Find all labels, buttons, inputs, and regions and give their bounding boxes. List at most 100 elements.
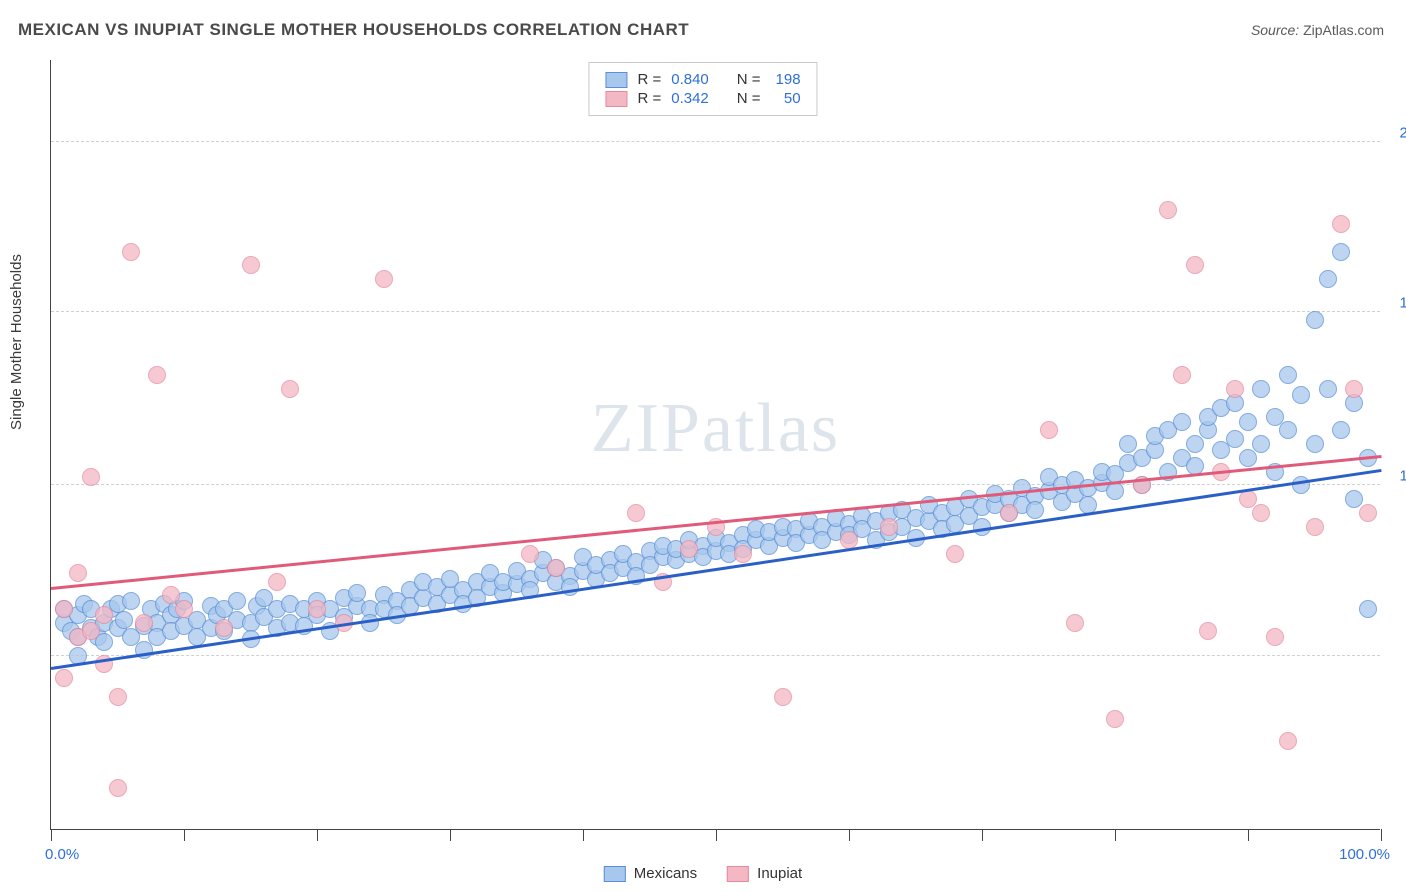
data-point — [1319, 270, 1337, 288]
y-tick-label: 18.8% — [1382, 295, 1406, 312]
data-point — [1066, 614, 1084, 632]
legend-n-value: 50 — [771, 90, 801, 107]
data-point — [1199, 622, 1217, 640]
data-point — [1359, 504, 1377, 522]
data-point — [1239, 449, 1257, 467]
data-point — [1292, 386, 1310, 404]
data-point — [521, 545, 539, 563]
legend-n-value: 198 — [771, 71, 801, 88]
data-point — [1186, 256, 1204, 274]
data-point — [1306, 435, 1324, 453]
x-tick — [716, 829, 717, 841]
gridline — [51, 311, 1380, 312]
data-point — [1306, 518, 1324, 536]
legend-n-label: N = — [737, 90, 761, 107]
x-tick — [1115, 829, 1116, 841]
x-tick — [849, 829, 850, 841]
x-tick — [583, 829, 584, 841]
data-point — [1040, 421, 1058, 439]
y-tick-label: 12.5% — [1382, 468, 1406, 485]
data-point — [1332, 421, 1350, 439]
data-point — [1252, 380, 1270, 398]
data-point — [95, 606, 113, 624]
data-point — [82, 622, 100, 640]
legend-swatch — [605, 72, 627, 88]
legend-r-label: R = — [637, 71, 661, 88]
data-point — [1226, 380, 1244, 398]
watermark-text: ZIPatlas — [591, 389, 840, 469]
legend-r-value: 0.840 — [671, 71, 709, 88]
data-point — [109, 688, 127, 706]
series-legend: Mexicans Inupiat — [604, 865, 802, 882]
data-point — [1319, 380, 1337, 398]
data-point — [1252, 504, 1270, 522]
data-point — [880, 518, 898, 536]
data-point — [122, 243, 140, 261]
data-point — [734, 545, 752, 563]
data-point — [1306, 311, 1324, 329]
gridline — [51, 655, 1380, 656]
x-tick — [982, 829, 983, 841]
data-point — [1173, 413, 1191, 431]
data-point — [680, 540, 698, 558]
data-point — [561, 578, 579, 596]
data-point — [1000, 504, 1018, 522]
data-point — [268, 573, 286, 591]
data-point — [115, 611, 133, 629]
data-point — [1239, 413, 1257, 431]
x-axis-end-label: 100.0% — [1339, 846, 1390, 863]
data-point — [1279, 732, 1297, 750]
data-point — [109, 779, 127, 797]
correlation-legend: R =0.840N =198R =0.342N =50 — [588, 62, 817, 116]
x-tick — [317, 829, 318, 841]
legend-series-name: Mexicans — [634, 865, 697, 882]
data-point — [1279, 366, 1297, 384]
data-point — [122, 592, 140, 610]
data-point — [946, 545, 964, 563]
y-tick-label: 25.0% — [1382, 124, 1406, 141]
data-point — [375, 270, 393, 288]
data-point — [135, 614, 153, 632]
chart-title: MEXICAN VS INUPIAT SINGLE MOTHER HOUSEHO… — [18, 20, 689, 40]
data-point — [215, 619, 233, 637]
y-axis-label: Single Mother Households — [8, 254, 25, 430]
data-point — [55, 669, 73, 687]
x-tick — [1381, 829, 1382, 841]
data-point — [547, 559, 565, 577]
source-name: ZipAtlas.com — [1303, 22, 1384, 38]
data-point — [774, 688, 792, 706]
data-point — [55, 600, 73, 618]
data-point — [1106, 710, 1124, 728]
data-point — [69, 564, 87, 582]
data-point — [1252, 435, 1270, 453]
legend-swatch — [727, 866, 749, 882]
data-point — [82, 468, 100, 486]
legend-item: Inupiat — [727, 865, 802, 882]
data-point — [1226, 430, 1244, 448]
gridline — [51, 141, 1380, 142]
data-point — [1332, 215, 1350, 233]
data-point — [1159, 201, 1177, 219]
legend-swatch — [604, 866, 626, 882]
data-point — [1266, 628, 1284, 646]
data-point — [627, 504, 645, 522]
source-label: Source: — [1251, 22, 1299, 38]
data-point — [242, 256, 260, 274]
data-point — [1026, 501, 1044, 519]
data-point — [1186, 435, 1204, 453]
legend-swatch — [605, 91, 627, 107]
x-tick — [184, 829, 185, 841]
x-axis-start-label: 0.0% — [45, 846, 79, 863]
scatter-chart: ZIPatlas 0.0% 100.0% 6.3%12.5%18.8%25.0% — [50, 60, 1380, 830]
data-point — [228, 592, 246, 610]
legend-row: R = 0.840 N = 198 — [605, 71, 800, 88]
data-point — [1359, 600, 1377, 618]
data-point — [1345, 380, 1363, 398]
data-point — [148, 366, 166, 384]
data-point — [308, 600, 326, 618]
x-tick — [51, 829, 52, 841]
data-point — [1332, 243, 1350, 261]
legend-n-label: N = — [737, 71, 761, 88]
data-point — [281, 380, 299, 398]
legend-series-name: Inupiat — [757, 865, 802, 882]
